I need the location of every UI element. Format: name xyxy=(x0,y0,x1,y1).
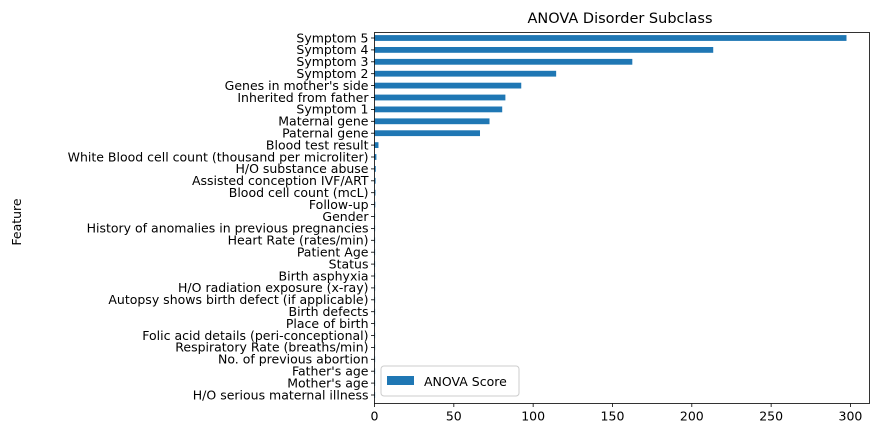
y-tick-label: Status xyxy=(329,256,369,271)
y-tick-label: H/O radiation exposure (x-ray) xyxy=(178,280,368,295)
x-tick-label: 50 xyxy=(446,409,462,424)
y-tick-label: Symptom 3 xyxy=(296,54,368,69)
x-tick-label: 250 xyxy=(759,409,783,424)
x-tick-label: 300 xyxy=(839,409,863,424)
y-tick-label: Father's age xyxy=(292,364,369,379)
y-tick-label: Symptom 4 xyxy=(296,42,368,57)
bar-maternal-gene xyxy=(374,118,490,125)
y-tick-label: Symptom 1 xyxy=(296,102,368,117)
x-tick-label: 150 xyxy=(601,409,625,424)
y-tick-label: Blood test result xyxy=(266,137,369,152)
bar-inherited-from-father xyxy=(374,94,506,101)
y-tick-label: Birth defects xyxy=(289,304,369,319)
y-tick-label: Mother's age xyxy=(287,375,369,390)
y-tick-label: Autopsy shows birth defect (if applicabl… xyxy=(108,292,368,307)
y-tick-label: History of anomalies in previous pregnan… xyxy=(87,221,369,236)
y-tick-label: Symptom 2 xyxy=(296,66,368,81)
y-axis-label: Feature xyxy=(9,198,24,246)
y-tick-label: Gender xyxy=(322,209,369,224)
y-tick-label: Patient Age xyxy=(297,245,369,260)
bar-genes-in-mother-s-side xyxy=(374,82,522,89)
bar-assisted-conception-ivf-art xyxy=(374,177,376,184)
y-tick-label: Birth asphyxia xyxy=(279,268,369,283)
legend-swatch xyxy=(387,376,414,385)
x-tick-label: 100 xyxy=(521,409,545,424)
y-tick-label: White Blood cell count (thousand per mic… xyxy=(68,149,369,164)
y-tick-label: Assisted conception IVF/ART xyxy=(192,173,369,188)
y-tick-label: Inherited from father xyxy=(237,90,369,105)
legend: ANOVA Score xyxy=(380,365,520,397)
chart-title: ANOVA Disorder Subclass xyxy=(527,11,712,27)
y-tick-label: Genes in mother's side xyxy=(225,78,369,93)
y-tick-label: H/O serious maternal illness xyxy=(193,387,369,402)
y-tick-label: No. of previous abortion xyxy=(218,352,369,367)
y-tick-label: Paternal gene xyxy=(282,126,369,141)
y-tick-label: H/O substance abuse xyxy=(235,161,368,176)
y-tick-label: Place of birth xyxy=(286,316,369,331)
bar-paternal-gene xyxy=(374,130,481,137)
bar-symptom-2 xyxy=(374,70,557,77)
x-ticks-group: 0 50 100 150 200 250 300 xyxy=(371,403,863,424)
y-tick-label: Maternal gene xyxy=(278,114,369,129)
y-tick-label: Blood cell count (mcL) xyxy=(229,185,369,200)
plot-frame xyxy=(374,32,870,404)
x-tick-label: 0 xyxy=(371,409,379,424)
bar-symptom-3 xyxy=(374,58,633,65)
bar-blood-test-result xyxy=(374,142,379,148)
x-tick-label: 200 xyxy=(680,409,704,424)
y-tick-label: Respiratory Rate (breaths/min) xyxy=(175,340,368,355)
y-tick-label: Symptom 5 xyxy=(296,30,368,45)
bar-blood-cell-count-mcl xyxy=(374,189,376,196)
y-tick-label: Heart Rate (rates/min) xyxy=(228,233,369,248)
y-tick-label: Follow-up xyxy=(309,197,369,212)
bar-symptom-1 xyxy=(374,106,503,113)
bar-symptom-4 xyxy=(374,47,714,53)
bars-group xyxy=(374,35,847,398)
legend-box xyxy=(380,365,520,397)
y-tick-label: Folic acid details (peri-conceptional) xyxy=(142,328,368,343)
legend-label: ANOVA Score xyxy=(424,374,507,389)
bar-white-blood-cell-count-thousand-per-microliter xyxy=(374,154,377,160)
bar-symptom-5 xyxy=(374,35,847,41)
bar-h-o-substance-abuse xyxy=(374,166,376,172)
